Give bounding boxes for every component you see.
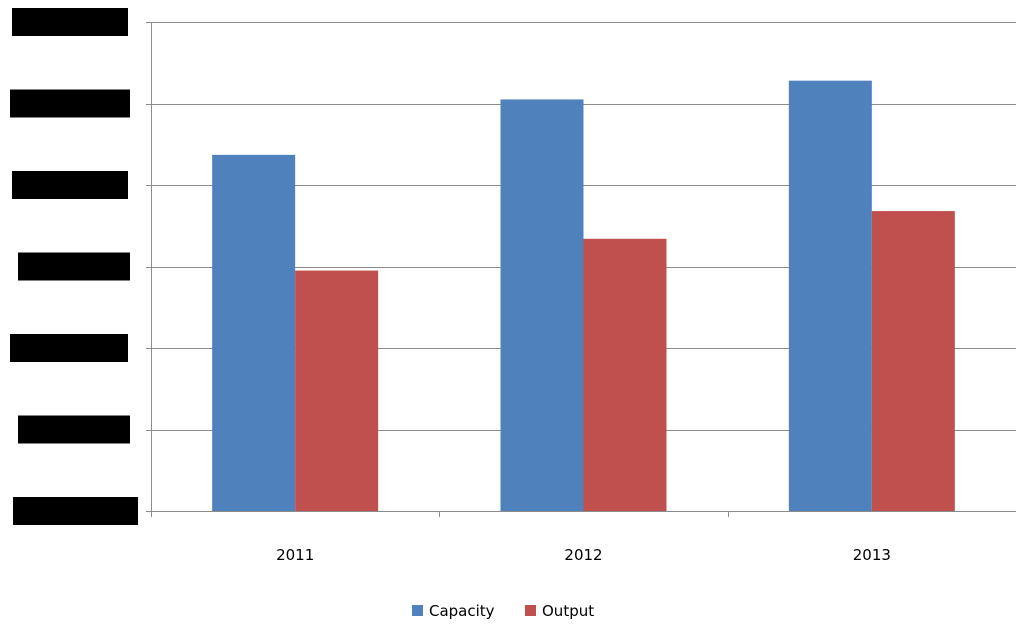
axes bbox=[146, 22, 1016, 517]
legend-label-output: Output bbox=[542, 602, 594, 620]
legend: Capacity Output bbox=[412, 602, 594, 620]
y-tick-label-redacted bbox=[13, 497, 138, 525]
bar-output-2013 bbox=[871, 211, 955, 511]
x-tick-labels: 2011 2012 2013 bbox=[276, 546, 891, 564]
bar-capacity-2013 bbox=[788, 80, 872, 512]
y-tick-label-redacted bbox=[10, 89, 130, 118]
bar-capacity-2012 bbox=[500, 99, 584, 512]
x-tick-label: 2012 bbox=[564, 546, 602, 564]
y-tick-label-redacted bbox=[18, 415, 130, 444]
y-tick-label-redacted bbox=[12, 171, 128, 199]
y-tick-label-redacted bbox=[18, 252, 130, 281]
legend-label-capacity: Capacity bbox=[429, 602, 495, 620]
y-tick-labels bbox=[10, 8, 138, 525]
bar-output-2012 bbox=[583, 238, 667, 512]
x-tick-label: 2013 bbox=[853, 546, 891, 564]
y-tick-label-redacted bbox=[12, 8, 128, 36]
bar-capacity-2011 bbox=[212, 154, 296, 511]
y-tick-label-redacted bbox=[10, 334, 128, 362]
legend-swatch-capacity bbox=[412, 605, 423, 616]
x-tick-label: 2011 bbox=[276, 546, 314, 564]
bar-output-2011 bbox=[295, 270, 379, 511]
legend-swatch-output bbox=[525, 605, 536, 616]
bars bbox=[212, 80, 955, 512]
